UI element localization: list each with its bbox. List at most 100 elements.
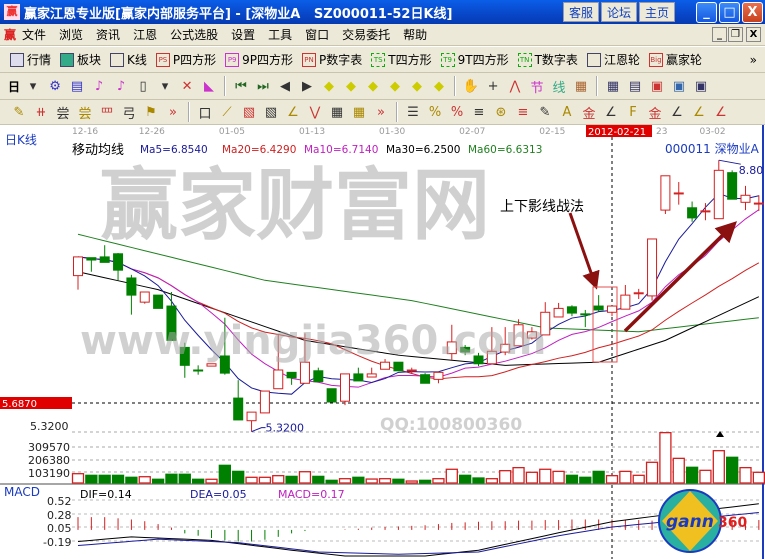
toolbar-5[interactable]: PN P数字表 bbox=[302, 51, 362, 68]
tool-icon-6[interactable]: ▾ bbox=[161, 78, 169, 94]
tool-icon-2[interactable]: ▤ bbox=[70, 78, 84, 94]
tool-icon-19[interactable]: ✋ bbox=[462, 78, 480, 94]
forum-button[interactable]: 论坛 bbox=[601, 2, 637, 22]
mdi-restore-button[interactable]: ❐ bbox=[728, 27, 743, 42]
tool-icon-21[interactable]: ⋀ bbox=[509, 78, 521, 94]
draw-icon-25[interactable]: 金 bbox=[582, 106, 596, 122]
draw-icon-18[interactable]: % bbox=[428, 104, 442, 120]
chart-canvas[interactable]: 12-16 12-26 01-05 01-13 01-30 02-07 02-15 03-02… bbox=[0, 125, 765, 559]
tool-icon-27[interactable]: ▣ bbox=[650, 78, 664, 94]
toolbar-0[interactable]: 行情 bbox=[10, 51, 51, 68]
draw-icon-4[interactable]: 罒 bbox=[100, 106, 114, 122]
draw-icon-24[interactable]: A bbox=[562, 104, 572, 120]
close-button[interactable]: X bbox=[742, 2, 763, 23]
draw-icon-26[interactable]: ∠ bbox=[605, 104, 617, 120]
tool-icon-14[interactable]: ◆ bbox=[346, 78, 357, 94]
tool-icon-17[interactable]: ◆ bbox=[412, 78, 423, 94]
tool-icon-20[interactable]: + bbox=[487, 78, 499, 94]
tool-icon-15[interactable]: ◆ bbox=[368, 78, 379, 94]
draw-icon-28[interactable]: 金 bbox=[648, 106, 662, 122]
draw-icon-20[interactable]: ≡ bbox=[473, 104, 485, 120]
tool-icon-25[interactable]: ▦ bbox=[606, 78, 620, 94]
menu-window[interactable]: 窗口 bbox=[305, 28, 330, 42]
period-select[interactable]: 日 bbox=[8, 79, 21, 94]
toolbar-1[interactable]: 板块 bbox=[60, 51, 101, 68]
date-tick: 01-13 bbox=[299, 127, 325, 137]
more-icon[interactable]: » bbox=[749, 52, 757, 67]
toolbar-6[interactable]: TS T四方形 bbox=[371, 51, 432, 68]
toolbar-7[interactable]: T9 9T四方形 bbox=[440, 51, 509, 68]
candle-body bbox=[580, 313, 591, 316]
candles-icon bbox=[110, 52, 125, 67]
tool-icon-22[interactable]: 节 bbox=[530, 80, 544, 96]
draw-icon-17[interactable]: ☰ bbox=[407, 104, 419, 120]
menu-formula[interactable]: 公式选股 bbox=[170, 28, 219, 42]
draw-icon-30[interactable]: ∠ bbox=[693, 104, 705, 120]
tool-icon-10[interactable]: ⏭ bbox=[257, 78, 269, 94]
mdi-minimize-button[interactable]: _ bbox=[712, 27, 727, 42]
tool-icon-5[interactable]: ▯ bbox=[139, 78, 147, 94]
tool-icon-24[interactable]: ▦ bbox=[574, 78, 588, 94]
tool-icon-28[interactable]: ▣ bbox=[672, 78, 686, 94]
mdi-close-button[interactable]: X bbox=[746, 27, 761, 42]
draw-icon-1[interactable]: ⧺ bbox=[35, 104, 47, 120]
tool-icon-18[interactable]: ◆ bbox=[434, 78, 445, 94]
draw-icon-3[interactable]: 尝 bbox=[78, 106, 92, 122]
menu-browse[interactable]: 浏览 bbox=[59, 28, 84, 42]
draw-icon-5[interactable]: 弓 bbox=[122, 106, 136, 122]
draw-icon-21[interactable]: ⊛ bbox=[495, 104, 507, 120]
draw-icon-13[interactable]: ⋁ bbox=[309, 104, 321, 120]
tool-icon-23[interactable]: 线 bbox=[552, 80, 566, 96]
tool-icon-7[interactable]: ✕ bbox=[181, 78, 193, 94]
toolbar-2[interactable]: K线 bbox=[110, 51, 147, 68]
tool-icon-4[interactable]: ♪ bbox=[116, 78, 126, 94]
toolbar-9[interactable]: 江恩轮 bbox=[586, 51, 640, 68]
kline-chart[interactable]: 12-16 12-26 01-05 01-13 01-30 02-07 02-15 03-02… bbox=[0, 125, 765, 559]
draw-icon-9[interactable]: ⟋ bbox=[222, 104, 232, 120]
toolbar-8[interactable]: TN T数字表 bbox=[517, 51, 578, 68]
draw-icon-31[interactable]: ∠ bbox=[715, 104, 727, 120]
maximize-button[interactable]: □ bbox=[719, 2, 740, 23]
home-button[interactable]: 主页 bbox=[639, 2, 675, 22]
tool-icon-9[interactable]: ⏮ bbox=[235, 78, 247, 94]
toolbar-3[interactable]: PS P四方形 bbox=[155, 51, 216, 68]
draw-icon-23[interactable]: ✎ bbox=[539, 104, 551, 120]
menu-file[interactable]: 文件 bbox=[22, 28, 47, 42]
menu-help[interactable]: 帮助 bbox=[403, 28, 428, 42]
draw-icon-16[interactable]: » bbox=[377, 104, 385, 120]
menu-tools[interactable]: 工具 bbox=[268, 28, 293, 42]
minimize-button[interactable]: _ bbox=[696, 2, 717, 23]
tool-icon-3[interactable]: ♪ bbox=[94, 78, 104, 94]
tool-icon-8[interactable]: ◣ bbox=[204, 78, 215, 94]
tool-icon-29[interactable]: ▣ bbox=[694, 78, 708, 94]
service-button[interactable]: 客服 bbox=[563, 2, 599, 22]
draw-icon-29[interactable]: ∠ bbox=[671, 104, 683, 120]
draw-icon-11[interactable]: ▧ bbox=[264, 104, 278, 120]
toolbar-4[interactable]: P9 9P四方形 bbox=[225, 51, 293, 68]
draw-icon-2[interactable]: 尝 bbox=[56, 106, 70, 122]
draw-icon-7[interactable]: » bbox=[169, 104, 177, 120]
menu-settings[interactable]: 设置 bbox=[231, 28, 256, 42]
tool-icon-0[interactable]: ▾ bbox=[29, 78, 37, 94]
toolbar-10[interactable]: Big 赢家轮 bbox=[648, 51, 702, 68]
tool-icon-11[interactable]: ◀ bbox=[280, 78, 291, 94]
menu-trade[interactable]: 交易委托 bbox=[342, 28, 391, 42]
tool-icon-1[interactable]: ⚙ bbox=[49, 78, 61, 94]
tool-icon-12[interactable]: ▶ bbox=[302, 78, 313, 94]
draw-icon-27[interactable]: F bbox=[629, 104, 637, 120]
draw-icon-15[interactable]: ▦ bbox=[352, 104, 366, 120]
draw-icon-0[interactable]: ✎ bbox=[13, 104, 25, 120]
draw-icon-19[interactable]: % bbox=[450, 104, 464, 120]
draw-icon-12[interactable]: ∠ bbox=[287, 104, 299, 120]
draw-icon-22[interactable]: ≡ bbox=[517, 104, 529, 120]
menu-gann[interactable]: 江恩 bbox=[133, 28, 158, 42]
tool-icon-13[interactable]: ◆ bbox=[324, 78, 335, 94]
marker-triangle-icon bbox=[716, 431, 724, 437]
draw-icon-10[interactable]: ▧ bbox=[242, 104, 256, 120]
tool-icon-26[interactable]: ▤ bbox=[628, 78, 642, 94]
draw-icon-8[interactable]: 口 bbox=[198, 106, 212, 122]
draw-icon-6[interactable]: ⚑ bbox=[145, 104, 157, 120]
tool-icon-16[interactable]: ◆ bbox=[390, 78, 401, 94]
menu-info[interactable]: 资讯 bbox=[96, 28, 121, 42]
draw-icon-14[interactable]: ▦ bbox=[330, 104, 344, 120]
